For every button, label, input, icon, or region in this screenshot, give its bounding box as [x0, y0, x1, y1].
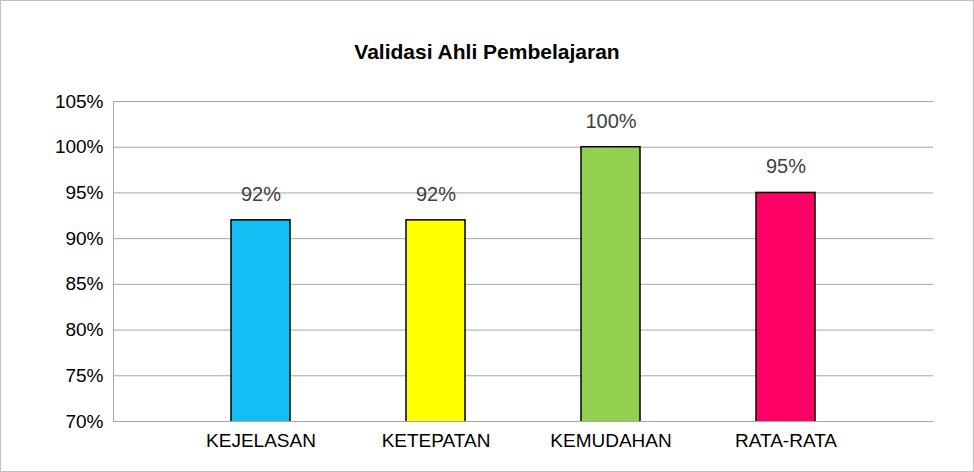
svg-text:85%: 85%	[65, 273, 103, 294]
svg-text:RATA-RATA: RATA-RATA	[735, 430, 837, 451]
svg-text:KETEPATAN: KETEPATAN	[382, 430, 491, 451]
html-text:Validasi Ahli Pembelajaran: Validasi Ahli Pembelajaran	[354, 40, 620, 63]
svg-text:70%: 70%	[65, 411, 103, 432]
svg-text:KEJELASAN: KEJELASAN	[206, 430, 316, 451]
svg-text:92%: 92%	[241, 183, 281, 205]
svg-text:105%: 105%	[55, 91, 104, 112]
svg-text:75%: 75%	[65, 365, 103, 386]
svg-text:80%: 80%	[65, 319, 103, 340]
svg-text:100%: 100%	[585, 110, 636, 132]
svg-text:95%: 95%	[766, 155, 806, 177]
svg-text:95%: 95%	[65, 182, 103, 203]
svg-text:90%: 90%	[65, 228, 103, 249]
svg-text:92%: 92%	[416, 183, 456, 205]
svg-text:100%: 100%	[55, 136, 104, 157]
svg-text:KEMUDAHAN: KEMUDAHAN	[550, 430, 671, 451]
